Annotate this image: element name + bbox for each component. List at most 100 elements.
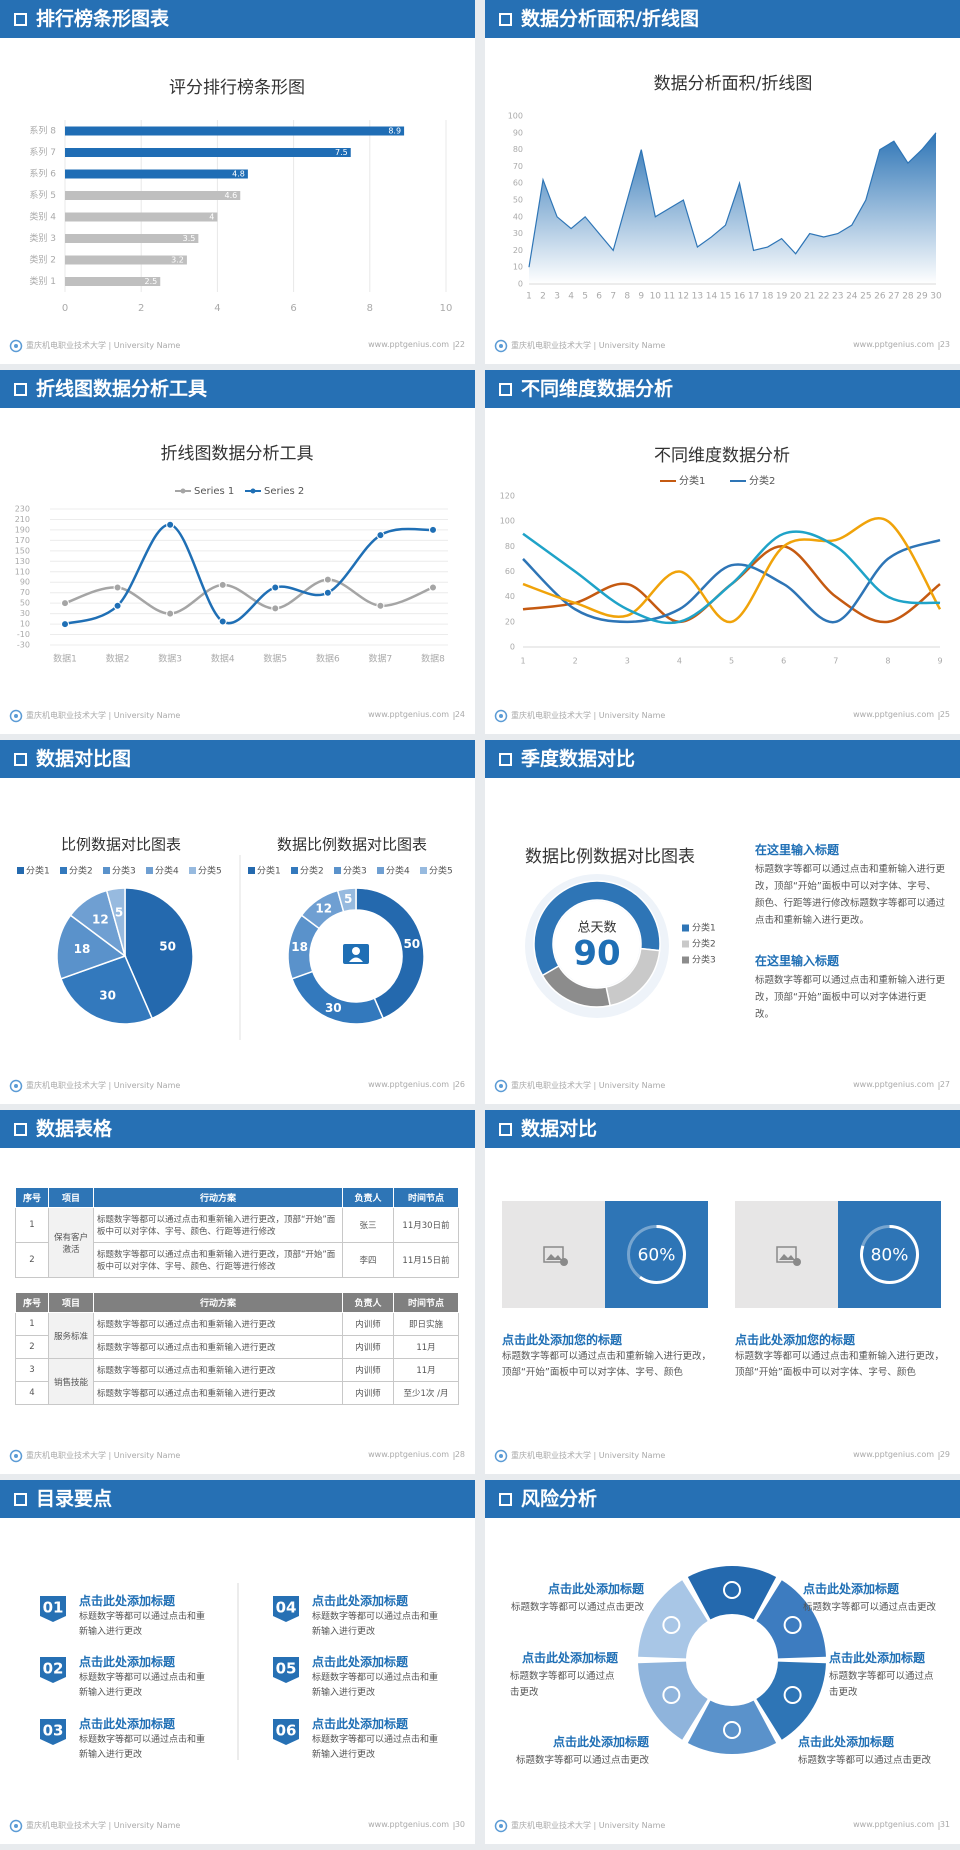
point: [218, 617, 227, 626]
x-tick-label: 0: [62, 303, 68, 314]
footer-logo: [494, 709, 508, 723]
slide: 60% 80% 数据对比 重庆机电职业技术大学 | University Name ww…: [485, 1110, 960, 1474]
segment-icon: [723, 1721, 741, 1739]
slide-header: 目录要点: [0, 1480, 475, 1518]
footer-logo: [9, 1079, 23, 1093]
header-icon: [14, 1123, 27, 1136]
y-tick-label: 类别 1: [29, 275, 56, 287]
data-label: 18: [291, 940, 308, 954]
footer-site: www.pptgenius.com: [368, 340, 449, 349]
bar: [65, 277, 161, 286]
y-tick-label: 40: [513, 212, 523, 221]
block-body: 标题数字等都可以通过点击和重新输入进行更改，顶部“开始”面板中可以对字体进行更改…: [755, 975, 946, 1020]
x-tick-label: 29: [916, 292, 928, 302]
x-tick-label: 7: [610, 292, 616, 302]
x-tick-label: 18: [762, 292, 774, 302]
column-header: 时间节点: [393, 1292, 459, 1313]
footer-logo: [9, 1449, 23, 1463]
table-row: 2 标题数字等都可以通过点击和重新输入进行更改，顶部“开始”面板中可以对字体、字号…: [15, 1242, 459, 1278]
pie-slice: [541, 964, 611, 1008]
chart-title: 折线图数据分析工具: [161, 444, 314, 464]
cell-time: 11月15日前: [393, 1242, 459, 1278]
x-tick-label: 3: [625, 657, 630, 666]
footer-org: 重庆机电职业技术大学 | University Name: [511, 1821, 666, 1830]
y-tick-label: 40: [505, 592, 515, 601]
footer-org: 重庆机电职业技术大学 | University Name: [26, 1451, 181, 1460]
cell-time: 11月: [393, 1358, 459, 1382]
image-icon-plus: [560, 1258, 568, 1266]
slide: 折线图数据分析工具 -30 -10 10 30 50 70 90 110 130 150 170 190…: [0, 370, 475, 734]
y-tick-label: 130: [15, 557, 30, 566]
footer-site: www.pptgenius.com: [368, 1820, 449, 1829]
point: [113, 583, 122, 592]
page-number: 24: [454, 710, 465, 719]
x-tick-label: 4: [568, 292, 574, 302]
y-tick-label: 0: [518, 280, 523, 289]
image-icon-mountain: [779, 1254, 795, 1260]
legend-swatch: [146, 867, 153, 874]
y-tick-label: 80: [513, 145, 523, 154]
y-tick-label: 120: [500, 492, 515, 501]
slide-canvas: 60% 80%: [494, 1201, 941, 1463]
page-number: 26: [454, 1080, 465, 1089]
x-tick-label: 8: [367, 303, 373, 314]
page-number: 29: [939, 1450, 950, 1459]
point: [166, 520, 175, 529]
header-icon: [14, 13, 27, 26]
series-line: [64, 523, 434, 626]
chart-title: 数据分析面积/折线图: [654, 74, 813, 94]
x-tick-label: 2: [540, 292, 546, 302]
y-tick-label: 170: [15, 536, 30, 545]
footer-site: www.pptgenius.com: [853, 1450, 934, 1459]
column-header: 负责人: [342, 1187, 394, 1208]
point: [429, 583, 437, 592]
legend-label: 分类1: [26, 865, 50, 877]
page-number: 22: [454, 340, 465, 349]
data-label: 7.5: [335, 148, 348, 157]
y-tick-label: 系列 5: [29, 189, 56, 201]
x-tick-label: 23: [832, 292, 843, 302]
item-body: 标题数字等都可以通过点击更改: [510, 1602, 644, 1613]
legend-swatch: [682, 956, 689, 964]
cell-plan: 标题数字等都可以通过点击和重新输入进行更改: [93, 1335, 343, 1359]
footer-logo-dot: [499, 1084, 503, 1088]
data-label: 18: [74, 942, 91, 956]
cell-number: 3: [15, 1358, 49, 1382]
column-header: 负责人: [342, 1292, 394, 1313]
cell-number: 4: [15, 1381, 49, 1405]
cycle-segment: [756, 1661, 826, 1740]
slide-canvas: [494, 1566, 940, 1833]
data-label: 5: [344, 892, 352, 906]
bar: [65, 126, 405, 136]
number-badge: [40, 1719, 66, 1745]
footer-logo-dot: [14, 714, 18, 718]
page-number: 23: [939, 340, 950, 349]
x-tick-label: 6: [596, 292, 602, 302]
data-label: 50: [159, 940, 176, 954]
header-icon: [499, 753, 512, 766]
column-header: 项目: [48, 1292, 94, 1313]
legend-label: 分类2: [300, 865, 324, 877]
donut-hole: [554, 901, 640, 987]
segment-icon: [783, 1616, 802, 1634]
footer-org: 重庆机电职业技术大学 | University Name: [26, 711, 181, 720]
legend-marker: [180, 488, 186, 494]
x-tick-label: 21: [804, 292, 815, 302]
y-tick-label: 类别 3: [29, 232, 56, 244]
footer-logo-dot: [14, 1454, 18, 1458]
slide-header: 折线图数据分析工具: [0, 370, 475, 408]
image-icon-plus: [793, 1258, 801, 1266]
slide-canvas: [9, 1449, 455, 1463]
x-tick-label: 数据4: [211, 653, 235, 665]
x-tick-label: 8: [624, 292, 630, 302]
legend-label: 分类1: [692, 922, 716, 934]
x-tick-label: 22: [818, 292, 829, 302]
y-tick-label: 30: [513, 229, 523, 238]
x-tick-label: 数据5: [263, 653, 287, 665]
legend-label: 分类3: [112, 865, 136, 877]
footer-logo: [9, 339, 23, 353]
bar: [65, 191, 241, 200]
header-row: 序号 项目 行动方案 负责人 时间节点: [15, 1292, 459, 1313]
header-icon: [14, 753, 27, 766]
x-tick-label: 9: [937, 657, 942, 666]
